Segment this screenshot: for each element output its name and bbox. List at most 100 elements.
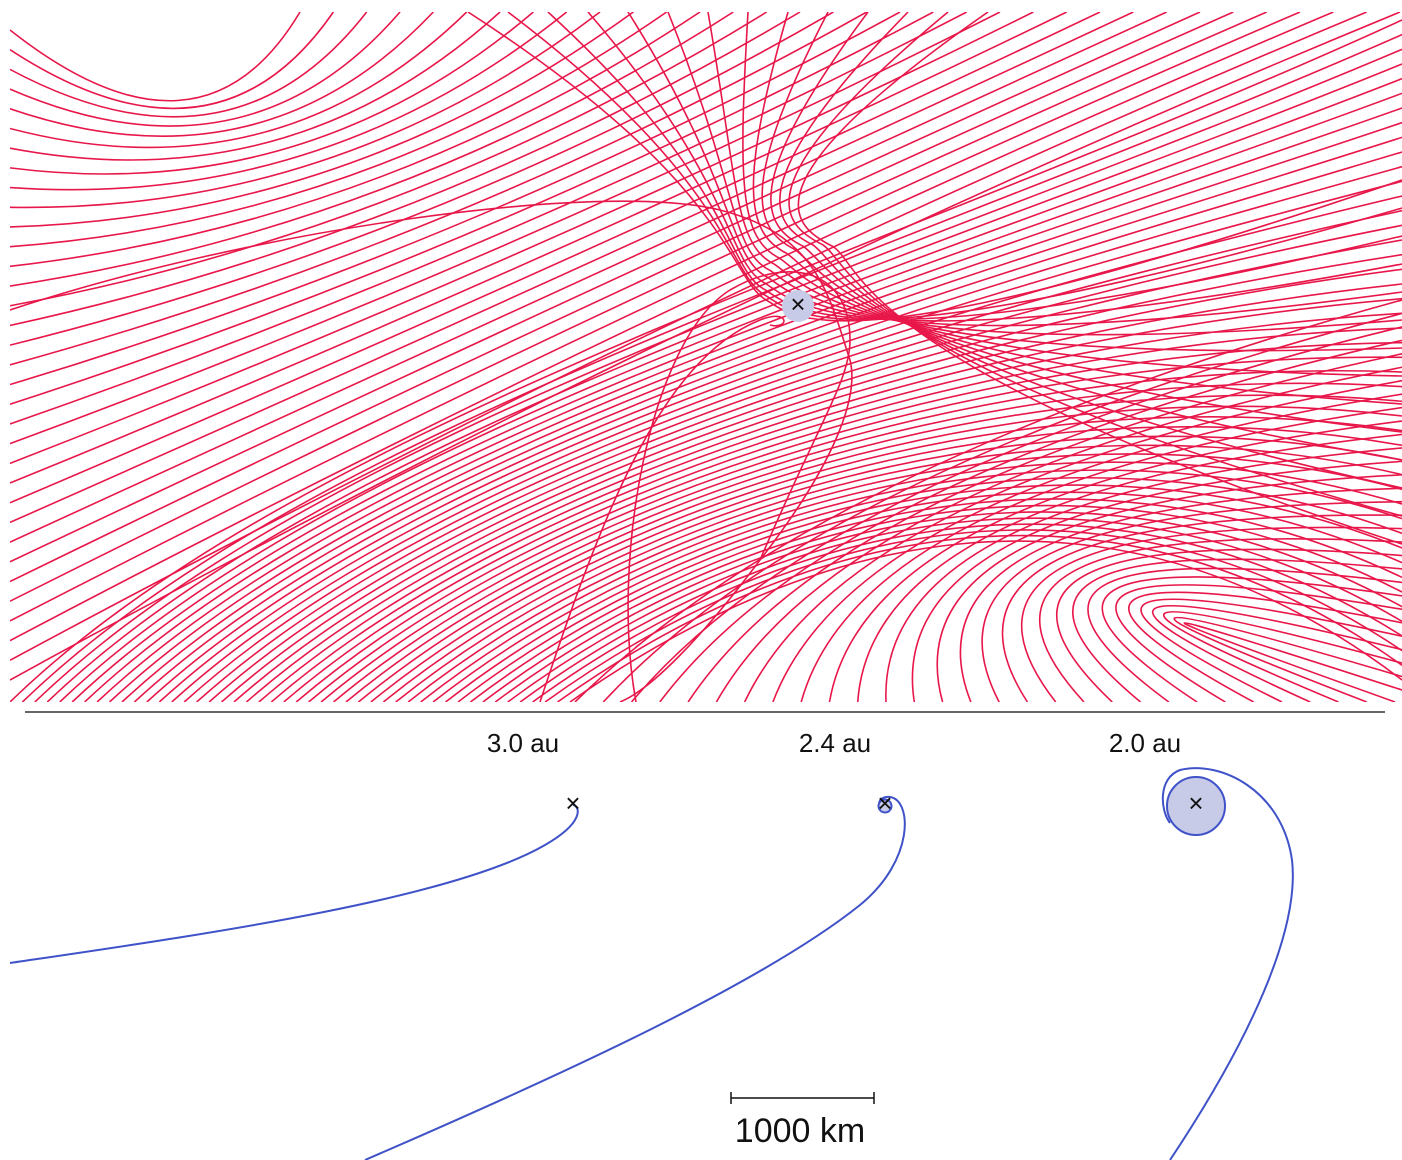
trajectory-line	[46, 63, 1402, 702]
trajectory-line	[1087, 567, 1402, 702]
trajectory-line	[208, 253, 1402, 702]
trajectory-line	[981, 500, 1402, 702]
column-label-3-0: 3.0 au	[487, 728, 559, 758]
trajectory-line	[171, 209, 1402, 702]
trajectory-line	[84, 107, 1402, 702]
trajectory-line	[10, 12, 868, 366]
trajectory-line	[283, 341, 1402, 702]
trajectory-line	[10, 12, 1068, 484]
trajectory-line	[357, 416, 1402, 702]
trajectory-line	[10, 19, 1402, 702]
trajectory-line	[828, 420, 1402, 702]
trajectory-line	[183, 224, 1402, 702]
trajectory-line	[911, 460, 1402, 702]
trajectory-line	[10, 12, 1401, 681]
column-label-2-4: 2.4 au	[799, 728, 871, 758]
trajectory-line	[10, 12, 568, 191]
trajectory-line	[133, 165, 1402, 702]
trajectory-line	[10, 12, 468, 149]
orbit-2-0	[1161, 767, 1294, 1160]
trajectory-line	[1039, 538, 1402, 702]
trajectory-line	[10, 12, 934, 406]
nucleus-2-0-marker: ×	[1188, 788, 1203, 818]
trajectory-line	[10, 12, 1101, 504]
trajectory-line	[10, 12, 1301, 622]
trajectory-line	[10, 12, 901, 386]
trajectory-line	[221, 268, 1402, 702]
trajectory-line	[10, 12, 1134, 524]
top-nucleus	[782, 290, 814, 322]
trajectory-line	[1001, 514, 1402, 702]
trajectory-field	[10, 12, 1402, 702]
trajectory-line	[602, 312, 1402, 702]
trajectory-line	[10, 12, 701, 268]
trajectory-line	[1101, 576, 1402, 702]
trajectory-line	[34, 48, 1402, 702]
trajectory-line	[407, 453, 1402, 702]
trajectory-line	[469, 491, 1402, 702]
trajectory-line	[146, 180, 1402, 702]
trajectory-loop	[770, 12, 1402, 461]
scale-bar-label: 1000 km	[735, 1112, 865, 1150]
trajectory-line	[10, 12, 801, 327]
orbit-3-0	[9, 804, 579, 964]
trajectory-line	[10, 12, 1234, 583]
trajectory-line	[10, 12, 1367, 662]
trajectory-line	[10, 12, 1267, 602]
nucleus-2-4-marker: ×	[877, 788, 892, 818]
trajectory-line	[59, 77, 1402, 702]
trajectory-line	[1151, 604, 1402, 702]
trajectory-line	[245, 297, 1402, 702]
trajectory-line	[432, 469, 1402, 702]
trajectory-line	[233, 283, 1402, 702]
trajectory-line	[10, 12, 601, 209]
trajectory-loop	[667, 12, 1402, 336]
trajectory-line	[772, 393, 1402, 702]
trajectory-line	[295, 356, 1402, 702]
trajectory-line	[345, 405, 1402, 702]
trajectory-line	[494, 504, 1402, 702]
trajectory-line	[885, 447, 1402, 702]
trajectory-line	[1173, 616, 1402, 702]
trajectory-line	[1183, 622, 1402, 702]
bottom-panel: 3.0 au 2.4 au 2.0 au × × × 100	[9, 728, 1294, 1160]
trajectory-teardrop	[10, 200, 853, 702]
trajectory-teardrop	[539, 315, 785, 702]
trajectory-line	[936, 474, 1402, 702]
trajectory-line	[10, 12, 334, 110]
trajectory-line	[382, 435, 1402, 702]
trajectory-line	[569, 540, 1402, 702]
scale-bar	[730, 1092, 875, 1104]
top-panel: ×	[10, 12, 1402, 702]
trajectory-line	[96, 121, 1402, 702]
trajectory-line	[420, 461, 1402, 702]
trajectory-line	[1020, 526, 1402, 702]
trajectory-line	[1128, 591, 1402, 702]
nucleus-2-0: ×	[1166, 776, 1226, 836]
trajectory-line	[21, 33, 1402, 702]
trajectory-loop	[761, 12, 1402, 433]
trajectory-line	[715, 366, 1402, 702]
trajectory-loop	[797, 12, 1402, 545]
trajectory-line	[71, 92, 1402, 702]
trajectory-line	[532, 523, 1402, 702]
trajectory-line	[1140, 598, 1402, 702]
trajectory-loop	[788, 12, 1402, 517]
trajectory-line	[10, 12, 1201, 563]
orbit-2-4	[364, 795, 906, 1160]
trajectory-line	[10, 12, 1001, 445]
trajectory-line	[1115, 584, 1402, 702]
trajectory-loop	[467, 12, 1402, 322]
trajectory-line	[659, 339, 1402, 702]
trajectory-line	[270, 327, 1402, 702]
trajectory-line	[10, 12, 1334, 642]
trajectory-loop	[507, 12, 1402, 321]
trajectory-line	[574, 299, 1402, 702]
nucleus-2-4: ×	[877, 788, 892, 818]
trajectory-line	[959, 487, 1402, 702]
trajectory-line	[10, 12, 368, 118]
trajectory-line	[10, 12, 301, 102]
trajectory-line	[557, 534, 1402, 702]
trajectory-line	[10, 12, 401, 127]
